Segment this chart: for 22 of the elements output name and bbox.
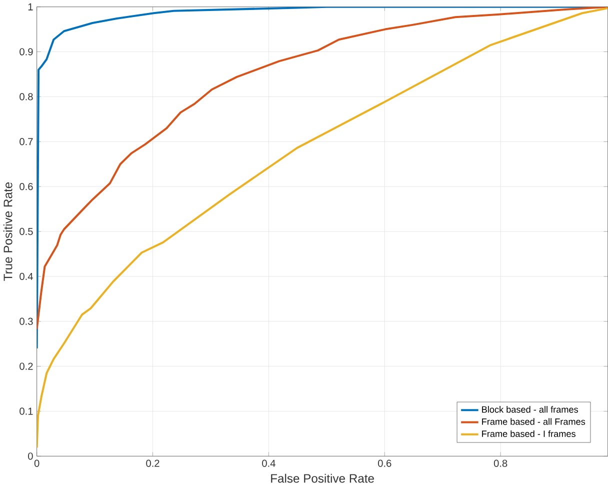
x-tick-label: 0 <box>34 460 40 467</box>
x-tick-label: 0.8 <box>494 460 508 467</box>
legend-label: Frame based - all Frames <box>482 418 586 425</box>
x-tick-label: 0.2 <box>146 460 160 467</box>
legend-label: Block based - all frames <box>482 406 578 413</box>
y-tick-label: 0.9 <box>20 48 33 56</box>
x-tick-label: 0.6 <box>378 460 392 467</box>
y-tick-label: 0.4 <box>20 272 33 280</box>
y-tick-label: 0.8 <box>20 93 33 100</box>
line-series <box>36 7 608 449</box>
legend-label: Frame based - I frames <box>482 430 576 437</box>
y-tick-label: 0.2 <box>20 362 33 370</box>
y-tick-label: 0.3 <box>20 318 33 325</box>
y-tick-label: 0 <box>28 452 33 460</box>
y-axis-title: True Positive Rate <box>3 182 12 281</box>
y-tick-label: 0.6 <box>20 182 33 190</box>
y-tick-label: 1 <box>28 3 33 10</box>
y-tick-label: 0.7 <box>20 138 33 146</box>
x-tick-label: 0.4 <box>262 460 276 467</box>
y-tick-label: 0.1 <box>20 408 33 415</box>
y-tick-label: 0.5 <box>20 228 33 236</box>
x-axis-title: False Positive Rate <box>271 474 374 483</box>
